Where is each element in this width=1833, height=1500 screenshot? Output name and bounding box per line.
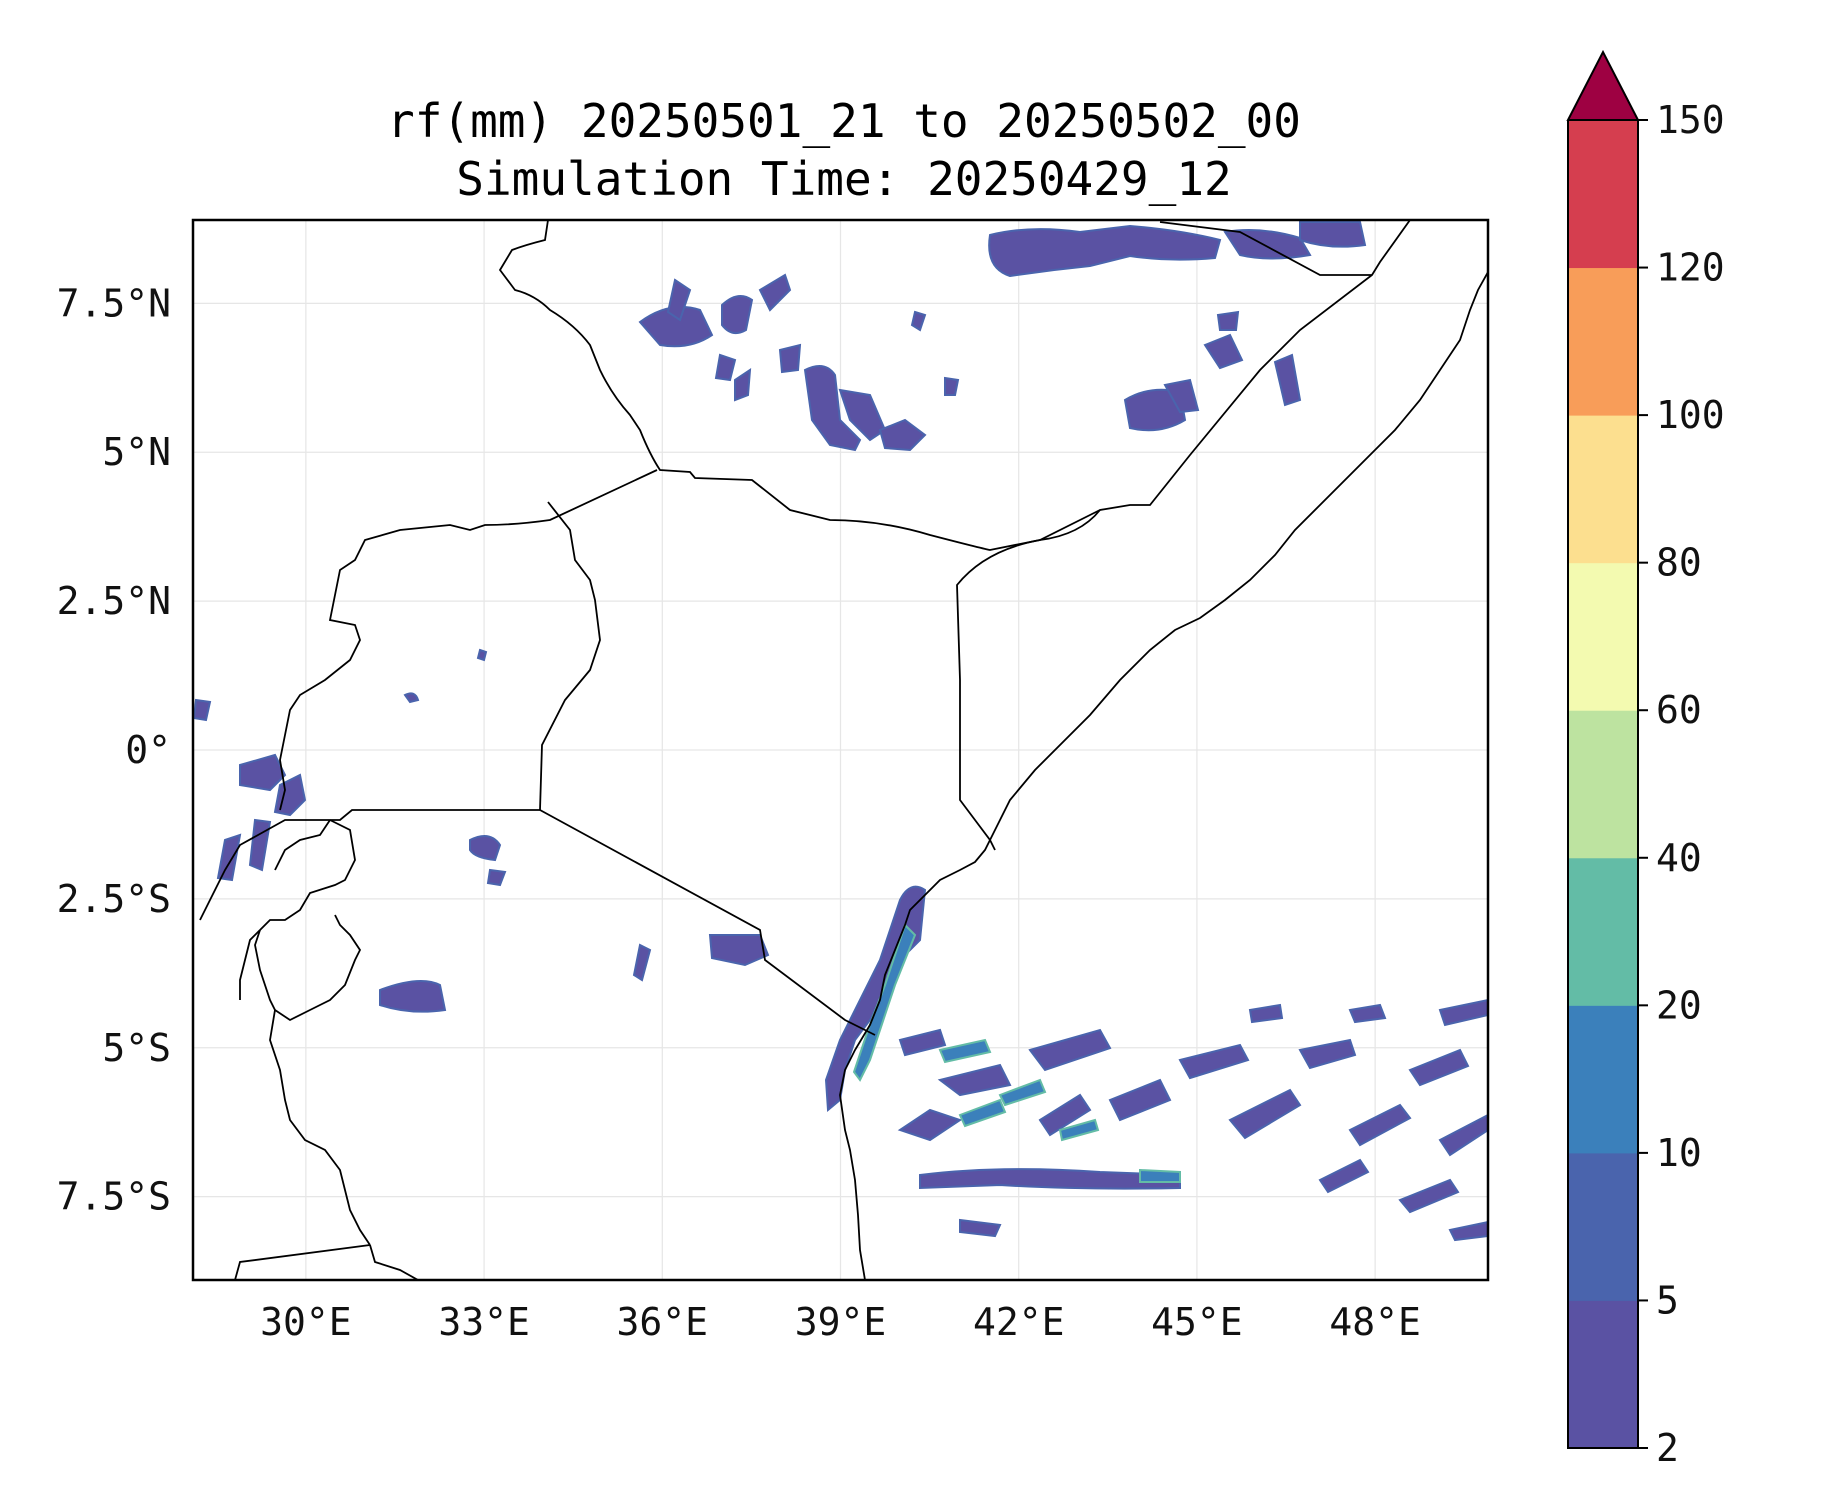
x-tick-label: 42°E	[973, 1300, 1065, 1344]
x-tick-label: 30°E	[260, 1300, 352, 1344]
colorbar-tick-label: 5	[1656, 1278, 1679, 1322]
x-tick-label: 33°E	[438, 1300, 530, 1344]
colorbar-extend-arrow	[1566, 49, 1640, 121]
colorbar-segment	[1568, 415, 1638, 564]
y-tick-label: 5°N	[102, 430, 171, 474]
y-tick-label: 2.5°N	[57, 579, 171, 623]
colorbar-tick-label: 20	[1656, 983, 1702, 1027]
colorbar-tick-label: 120	[1656, 246, 1725, 290]
figure-title-line1: rf(mm) 20250501_21 to 20250502_00	[387, 94, 1301, 148]
colorbar-segment	[1568, 267, 1638, 416]
map-frame	[191, 218, 1490, 1282]
gridlines	[193, 220, 1488, 1280]
colorbar-tick-label: 40	[1656, 836, 1702, 880]
colorbar-segment	[1568, 120, 1638, 269]
figure-title-line2: Simulation Time: 20250429_12	[456, 152, 1231, 206]
colorbar-tick-label: 80	[1656, 541, 1702, 585]
colorbar-segment	[1568, 1005, 1638, 1154]
colorbar-segment	[1568, 562, 1638, 711]
colorbar-segment	[1568, 710, 1638, 859]
y-tick-label: 2.5°S	[57, 877, 171, 921]
colorbar: 2 5 10 20 40 60 80 100 120 150	[1566, 49, 1725, 1470]
colorbar-segment	[1568, 1152, 1638, 1301]
colorbar-tick-label: 60	[1656, 688, 1702, 732]
y-axis-ticks: 7.5°N 5°N 2.5°N 0° 2.5°S 5°S 7.5°S	[57, 281, 171, 1218]
x-tick-label: 45°E	[1151, 1300, 1243, 1344]
map-panel	[191, 218, 1490, 1282]
country-borders	[199, 220, 1488, 1280]
colorbar-segment	[1568, 857, 1638, 1006]
colorbar-segment	[1568, 1300, 1638, 1449]
rainfall-field	[193, 221, 1488, 1242]
y-tick-label: 0°	[125, 728, 171, 772]
colorbar-frame	[1567, 120, 1639, 1449]
y-tick-label: 7.5°S	[57, 1175, 171, 1219]
y-tick-label: 7.5°N	[57, 281, 171, 325]
colorbar-tick-label: 100	[1656, 393, 1725, 437]
x-axis-ticks: 30°E 33°E 36°E 39°E 42°E 45°E 48°E	[260, 1300, 1421, 1344]
y-tick-label: 5°S	[102, 1026, 171, 1070]
x-tick-label: 48°E	[1329, 1300, 1421, 1344]
colorbar-tick-label: 2	[1656, 1426, 1679, 1470]
x-tick-label: 39°E	[795, 1300, 887, 1344]
x-tick-label: 36°E	[617, 1300, 709, 1344]
colorbar-tick-label: 150	[1656, 98, 1725, 142]
colorbar-tick-label: 10	[1656, 1131, 1702, 1175]
